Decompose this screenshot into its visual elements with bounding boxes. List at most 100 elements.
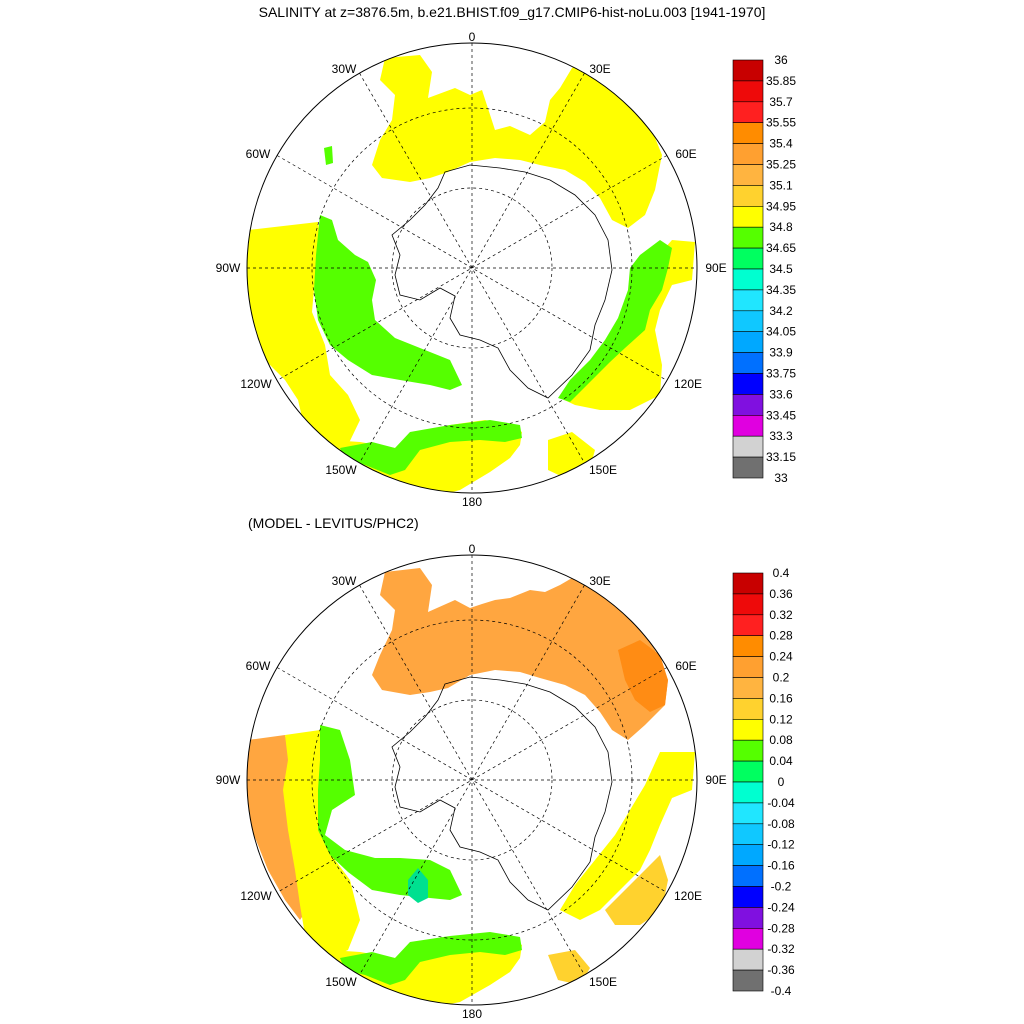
- difference-colorbar-swatch: [732, 698, 764, 720]
- difference-colorbar-label: -0.08: [767, 817, 795, 831]
- plot-title: SALINITY at z=3876.5m, b.e21.BHIST.f09_g…: [258, 4, 766, 20]
- difference-colorbar-swatch: [732, 865, 764, 887]
- difference-colorbar-label: -0.36: [767, 963, 795, 977]
- salinity-colorbar-swatch: [732, 206, 764, 228]
- salinity-region-west-green-dot: [324, 146, 333, 165]
- difference-colorbar-label: 0: [778, 775, 785, 789]
- difference-colorbar-label: 0.24: [769, 650, 793, 664]
- salinity-colorbar-label: 35.55: [766, 116, 796, 130]
- salinity-colorbar-swatch: [732, 122, 764, 144]
- salinity-colorbar-swatch: [732, 414, 764, 437]
- salinity-colorbar-label: 34.35: [766, 283, 796, 297]
- lon-label-60w: 60W: [246, 147, 271, 161]
- difference-colorbar-swatch: [732, 677, 764, 699]
- salinity-colorbar-label: 35.1: [769, 178, 793, 192]
- salinity-colorbar-label: 34.95: [766, 199, 796, 213]
- salinity-colorbar-label: 33.75: [766, 367, 796, 381]
- diff-region-indian-yellow: [560, 752, 695, 920]
- salinity-colorbar-swatch: [732, 268, 764, 291]
- salinity-region-pacific-green: [314, 215, 462, 390]
- diff-region-atlantic-dark: [618, 640, 668, 712]
- difference-colorbar-swatch: [732, 927, 764, 950]
- salinity-colorbar-label: 34.65: [766, 241, 796, 255]
- salinity-colorbar-label: 34.5: [769, 262, 793, 276]
- difference-colorbar-label: 0.28: [769, 629, 793, 643]
- difference-colorbar-label: 0.04: [769, 754, 793, 768]
- difference-colorbar-label: -0.12: [767, 838, 795, 852]
- difference-colorbar-label: 0.4: [773, 566, 790, 580]
- diff-region-atlantic: [372, 568, 668, 740]
- diff-region-teal-spot: [408, 868, 428, 903]
- lon-label-180: 180: [462, 495, 482, 509]
- lon-label-30w: 30W: [332, 62, 357, 76]
- lon-label-0-bottom: 0: [469, 542, 476, 556]
- salinity-colorbar-label: 34.2: [769, 304, 793, 318]
- difference-colorbar-label: -0.2: [771, 880, 792, 894]
- map-boundary-circle-bottom: [246, 554, 698, 1006]
- lon-label-30e-bottom: 30E: [589, 574, 610, 588]
- salinity-colorbar-swatch: [732, 394, 764, 416]
- salinity-colorbar-label: 35.25: [766, 158, 796, 172]
- difference-colorbar-swatch: [732, 614, 764, 636]
- salinity-region-pacific-west: [247, 222, 360, 452]
- salinity-map: 0 30E 60E 90E 120E 150E 180 150W 120W 90…: [216, 30, 727, 509]
- diff-region-southeast-gold: [548, 950, 590, 985]
- salinity-colorbar-swatch: [732, 185, 764, 207]
- difference-colorbar-swatch: [732, 593, 764, 616]
- salinity-colorbar-swatch: [732, 80, 764, 103]
- salinity-colorbar: 36 35.85 35.7 35.55 35.4 35.25 35.1 34.95 34.8 34…: [732, 53, 796, 485]
- lon-label-120w: 120W: [240, 377, 272, 391]
- lon-label-150w-bottom: 150W: [325, 975, 357, 989]
- lon-label-60e: 60E: [675, 147, 696, 161]
- difference-colorbar: 0.4 0.36 0.32 0.28 0.24 0.2 0.16 0.12 0.08 0.04 0 -…: [732, 566, 795, 998]
- difference-fields: [247, 568, 695, 1005]
- salinity-colorbar-label: 36: [774, 53, 788, 67]
- salinity-colorbar-label: 35.85: [766, 74, 796, 88]
- salinity-colorbar-label: 34.05: [766, 325, 796, 339]
- difference-colorbar-swatch: [732, 718, 764, 741]
- difference-colorbar-swatch: [732, 886, 764, 908]
- lon-label-30e: 30E: [589, 62, 610, 76]
- lon-label-90e-bottom: 90E: [705, 773, 726, 787]
- difference-colorbar-swatch: [732, 907, 764, 929]
- difference-colorbar-label: 0.08: [769, 733, 793, 747]
- difference-colorbar-swatch: [732, 802, 764, 825]
- difference-colorbar-label: 0.32: [769, 608, 793, 622]
- difference-colorbar-swatch: [732, 656, 764, 678]
- salinity-colorbar-label: 33.3: [769, 429, 793, 443]
- meridian-lines: [247, 43, 697, 493]
- salinity-colorbar-label: 33.45: [766, 408, 796, 422]
- difference-colorbar-label: 0.12: [769, 712, 793, 726]
- difference-colorbar-swatch: [732, 760, 764, 783]
- difference-colorbar-label: -0.4: [771, 984, 792, 998]
- salinity-colorbar-label: 34.8: [769, 220, 793, 234]
- salinity-colorbar-swatch: [732, 143, 764, 165]
- difference-colorbar-swatch: [732, 844, 764, 866]
- lon-label-90w: 90W: [216, 261, 241, 275]
- salinity-colorbar-swatch: [732, 59, 764, 82]
- salinity-colorbar-swatch: [732, 101, 764, 124]
- salinity-difference-map: 0 30E 60E 90E 120E 150E 180 150W 120W 90…: [216, 542, 727, 1021]
- lon-label-60w-bottom: 60W: [246, 659, 271, 673]
- lon-label-120w-bottom: 120W: [240, 889, 272, 903]
- difference-subtitle: (MODEL - LEVITUS/PHC2): [248, 515, 419, 531]
- diff-region-pacific-west-yellow: [283, 730, 360, 960]
- difference-colorbar-swatch: [732, 739, 764, 762]
- difference-colorbar-swatch: [732, 635, 764, 657]
- lon-label-30w-bottom: 30W: [332, 574, 357, 588]
- difference-colorbar-label: 0.2: [773, 671, 790, 685]
- difference-colorbar-label: -0.28: [767, 921, 795, 935]
- salinity-colorbar-swatch: [732, 164, 764, 186]
- difference-colorbar-label: -0.16: [767, 859, 795, 873]
- difference-colorbar-label: -0.24: [767, 900, 795, 914]
- salinity-colorbar-label: 35.7: [769, 95, 793, 109]
- diff-region-pacific-green: [318, 725, 462, 900]
- diff-region-ross-green: [340, 932, 522, 985]
- lon-label-150e: 150E: [589, 463, 617, 477]
- lon-label-60e-bottom: 60E: [675, 659, 696, 673]
- longitude-labels: 0 30E 60E 90E 120E 150E 180 150W 120W 90…: [216, 30, 727, 509]
- difference-colorbar-label: -0.04: [767, 796, 795, 810]
- lon-label-180-bottom: 180: [462, 1007, 482, 1021]
- lon-label-120e: 120E: [674, 377, 702, 391]
